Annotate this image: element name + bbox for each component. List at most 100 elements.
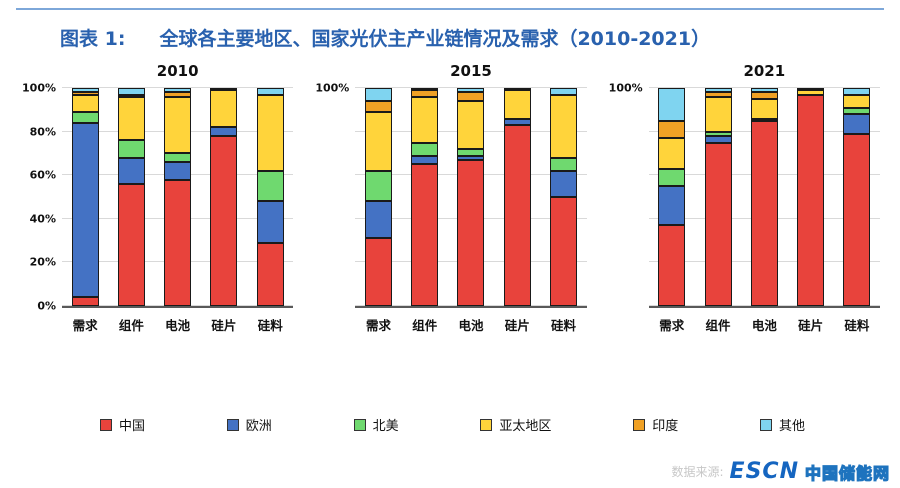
- stacked-bar-硅料: [843, 88, 871, 306]
- legend-swatch: [353, 418, 366, 431]
- bar-segment-中国: [364, 238, 392, 306]
- x-category-label: 硅片: [504, 318, 530, 333]
- footer: 数据来源: ESCN 中国储能网: [672, 459, 891, 484]
- bar-segment-其他: [457, 88, 485, 93]
- escn-logo-chinese: 中国储能网: [804, 463, 890, 483]
- bar-segment-北美: [843, 107, 871, 115]
- legend-swatch: [100, 418, 112, 431]
- chart-2021: 2021 100% 需求 组件 电池 硅片 硅料: [609, 62, 880, 334]
- legend-item-亚太地区: 亚太地区: [480, 415, 551, 434]
- bar-segment-印度: [117, 94, 145, 97]
- bar-segment-北美: [750, 118, 778, 121]
- bar-segment-北美: [550, 157, 578, 171]
- chart-year-title: 2015: [450, 62, 492, 80]
- bar-segment-亚太地区: [457, 101, 485, 150]
- escn-logo: ESCN: [729, 459, 799, 484]
- stacked-bar-组件: [411, 88, 439, 306]
- stacked-bar-需求: [658, 88, 686, 306]
- legend-item-中国: 中国: [100, 415, 145, 434]
- stacked-bar-需求: [364, 88, 392, 306]
- bar-segment-其他: [503, 88, 531, 91]
- bar-segment-欧洲: [704, 135, 732, 143]
- gridline: [648, 87, 880, 88]
- bar-segment-欧洲: [411, 155, 439, 165]
- y-tick-label: 40%: [29, 212, 56, 226]
- plot-area: [355, 87, 587, 308]
- bar-segment-欧洲: [843, 114, 871, 134]
- top-divider: [16, 8, 884, 10]
- x-category-label: 需求: [72, 318, 98, 333]
- legend-item-印度: 印度: [633, 415, 678, 434]
- stacked-bar-电池: [164, 88, 192, 306]
- bar-segment-北美: [364, 170, 392, 202]
- bar-segment-其他: [550, 88, 578, 95]
- bar-segment-中国: [704, 142, 732, 306]
- legend-item-欧洲: 欧洲: [226, 415, 272, 434]
- source-note: 数据来源:: [671, 465, 724, 479]
- bar-segment-欧洲: [658, 186, 686, 226]
- y-axis: 0% 20% 40% 60% 80% 100%: [22, 82, 62, 313]
- bar-segment-北美: [117, 140, 145, 158]
- x-category-label: 硅片: [798, 318, 824, 333]
- bar-segment-中国: [411, 164, 439, 306]
- stacked-bar-硅料: [256, 88, 284, 306]
- legend-swatch: [759, 418, 772, 431]
- legend-label: 欧洲: [245, 419, 272, 434]
- bar-segment-亚太地区: [164, 96, 192, 154]
- legend-label: 北美: [372, 419, 399, 434]
- bar-segment-亚太地区: [210, 90, 238, 128]
- x-category-label: 硅料: [257, 318, 283, 333]
- x-category-label: 电池: [165, 318, 191, 333]
- chart-2010: 2010 0% 20% 40% 60% 80% 100% 需求 组件 电池 硅片 硅料: [22, 62, 294, 334]
- bar-segment-亚太地区: [704, 96, 732, 132]
- legend-label: 其他: [778, 419, 805, 434]
- figure-title: 图表 1: 全球各主要地区、国家光伏主产业链情况及需求（2010-2021）: [60, 24, 880, 51]
- bar-segment-中国: [750, 120, 778, 306]
- bar-segment-其他: [658, 88, 686, 121]
- plot-area: [648, 87, 880, 308]
- plot-area-wrap: 100%: [315, 82, 587, 308]
- bar-segment-印度: [658, 120, 686, 139]
- chart-year-title: 2010: [156, 62, 199, 80]
- y-tick-label: 0%: [37, 299, 56, 313]
- y-tick-label: 100%: [608, 81, 643, 95]
- bar-segment-北美: [71, 112, 99, 123]
- bar-segment-亚太地区: [843, 94, 871, 108]
- bar-segment-其他: [411, 88, 439, 91]
- y-tick-label: 100%: [22, 81, 56, 95]
- x-category-label: 硅料: [551, 318, 577, 333]
- legend-item-北美: 北美: [353, 415, 399, 434]
- x-axis-labels: 需求 组件 电池 硅片 硅料: [355, 315, 586, 334]
- x-category-label: 电池: [458, 318, 484, 333]
- stacked-bar-硅片: [210, 88, 238, 306]
- bar-segment-北美: [658, 168, 686, 187]
- y-tick-label: 80%: [29, 125, 56, 139]
- bar-segment-中国: [457, 159, 485, 306]
- bar-segment-印度: [71, 92, 99, 95]
- bar-segment-亚太地区: [658, 138, 686, 169]
- bar-segment-亚太地区: [797, 90, 825, 95]
- bar-segment-北美: [411, 142, 439, 156]
- chart-2015: 2015 100% 需求 组件 电池 硅片 硅料: [315, 62, 587, 334]
- stacked-bar-组件: [704, 88, 732, 306]
- stacked-bar-需求: [71, 88, 99, 306]
- bar-segment-北美: [704, 131, 732, 136]
- bar-segment-印度: [704, 92, 732, 97]
- bar-segment-亚太地区: [256, 94, 284, 171]
- x-category-label: 需求: [659, 318, 685, 333]
- bar-segment-印度: [411, 90, 439, 97]
- stacked-bar-硅片: [503, 88, 531, 306]
- bar-segment-欧洲: [256, 201, 284, 243]
- bar-segment-其他: [364, 88, 392, 102]
- legend-label: 印度: [652, 419, 679, 434]
- bar-segment-北美: [164, 153, 192, 163]
- bar-segment-亚太地区: [550, 94, 578, 158]
- stacked-bar-硅片: [797, 88, 825, 306]
- bar-segment-亚太地区: [71, 94, 99, 112]
- bar-segment-欧洲: [503, 118, 531, 126]
- bar-segment-欧洲: [364, 201, 392, 239]
- bars-row: [649, 88, 880, 306]
- bar-segment-其他: [210, 88, 238, 91]
- bar-segment-其他: [704, 88, 732, 93]
- bar-segment-北美: [256, 170, 284, 202]
